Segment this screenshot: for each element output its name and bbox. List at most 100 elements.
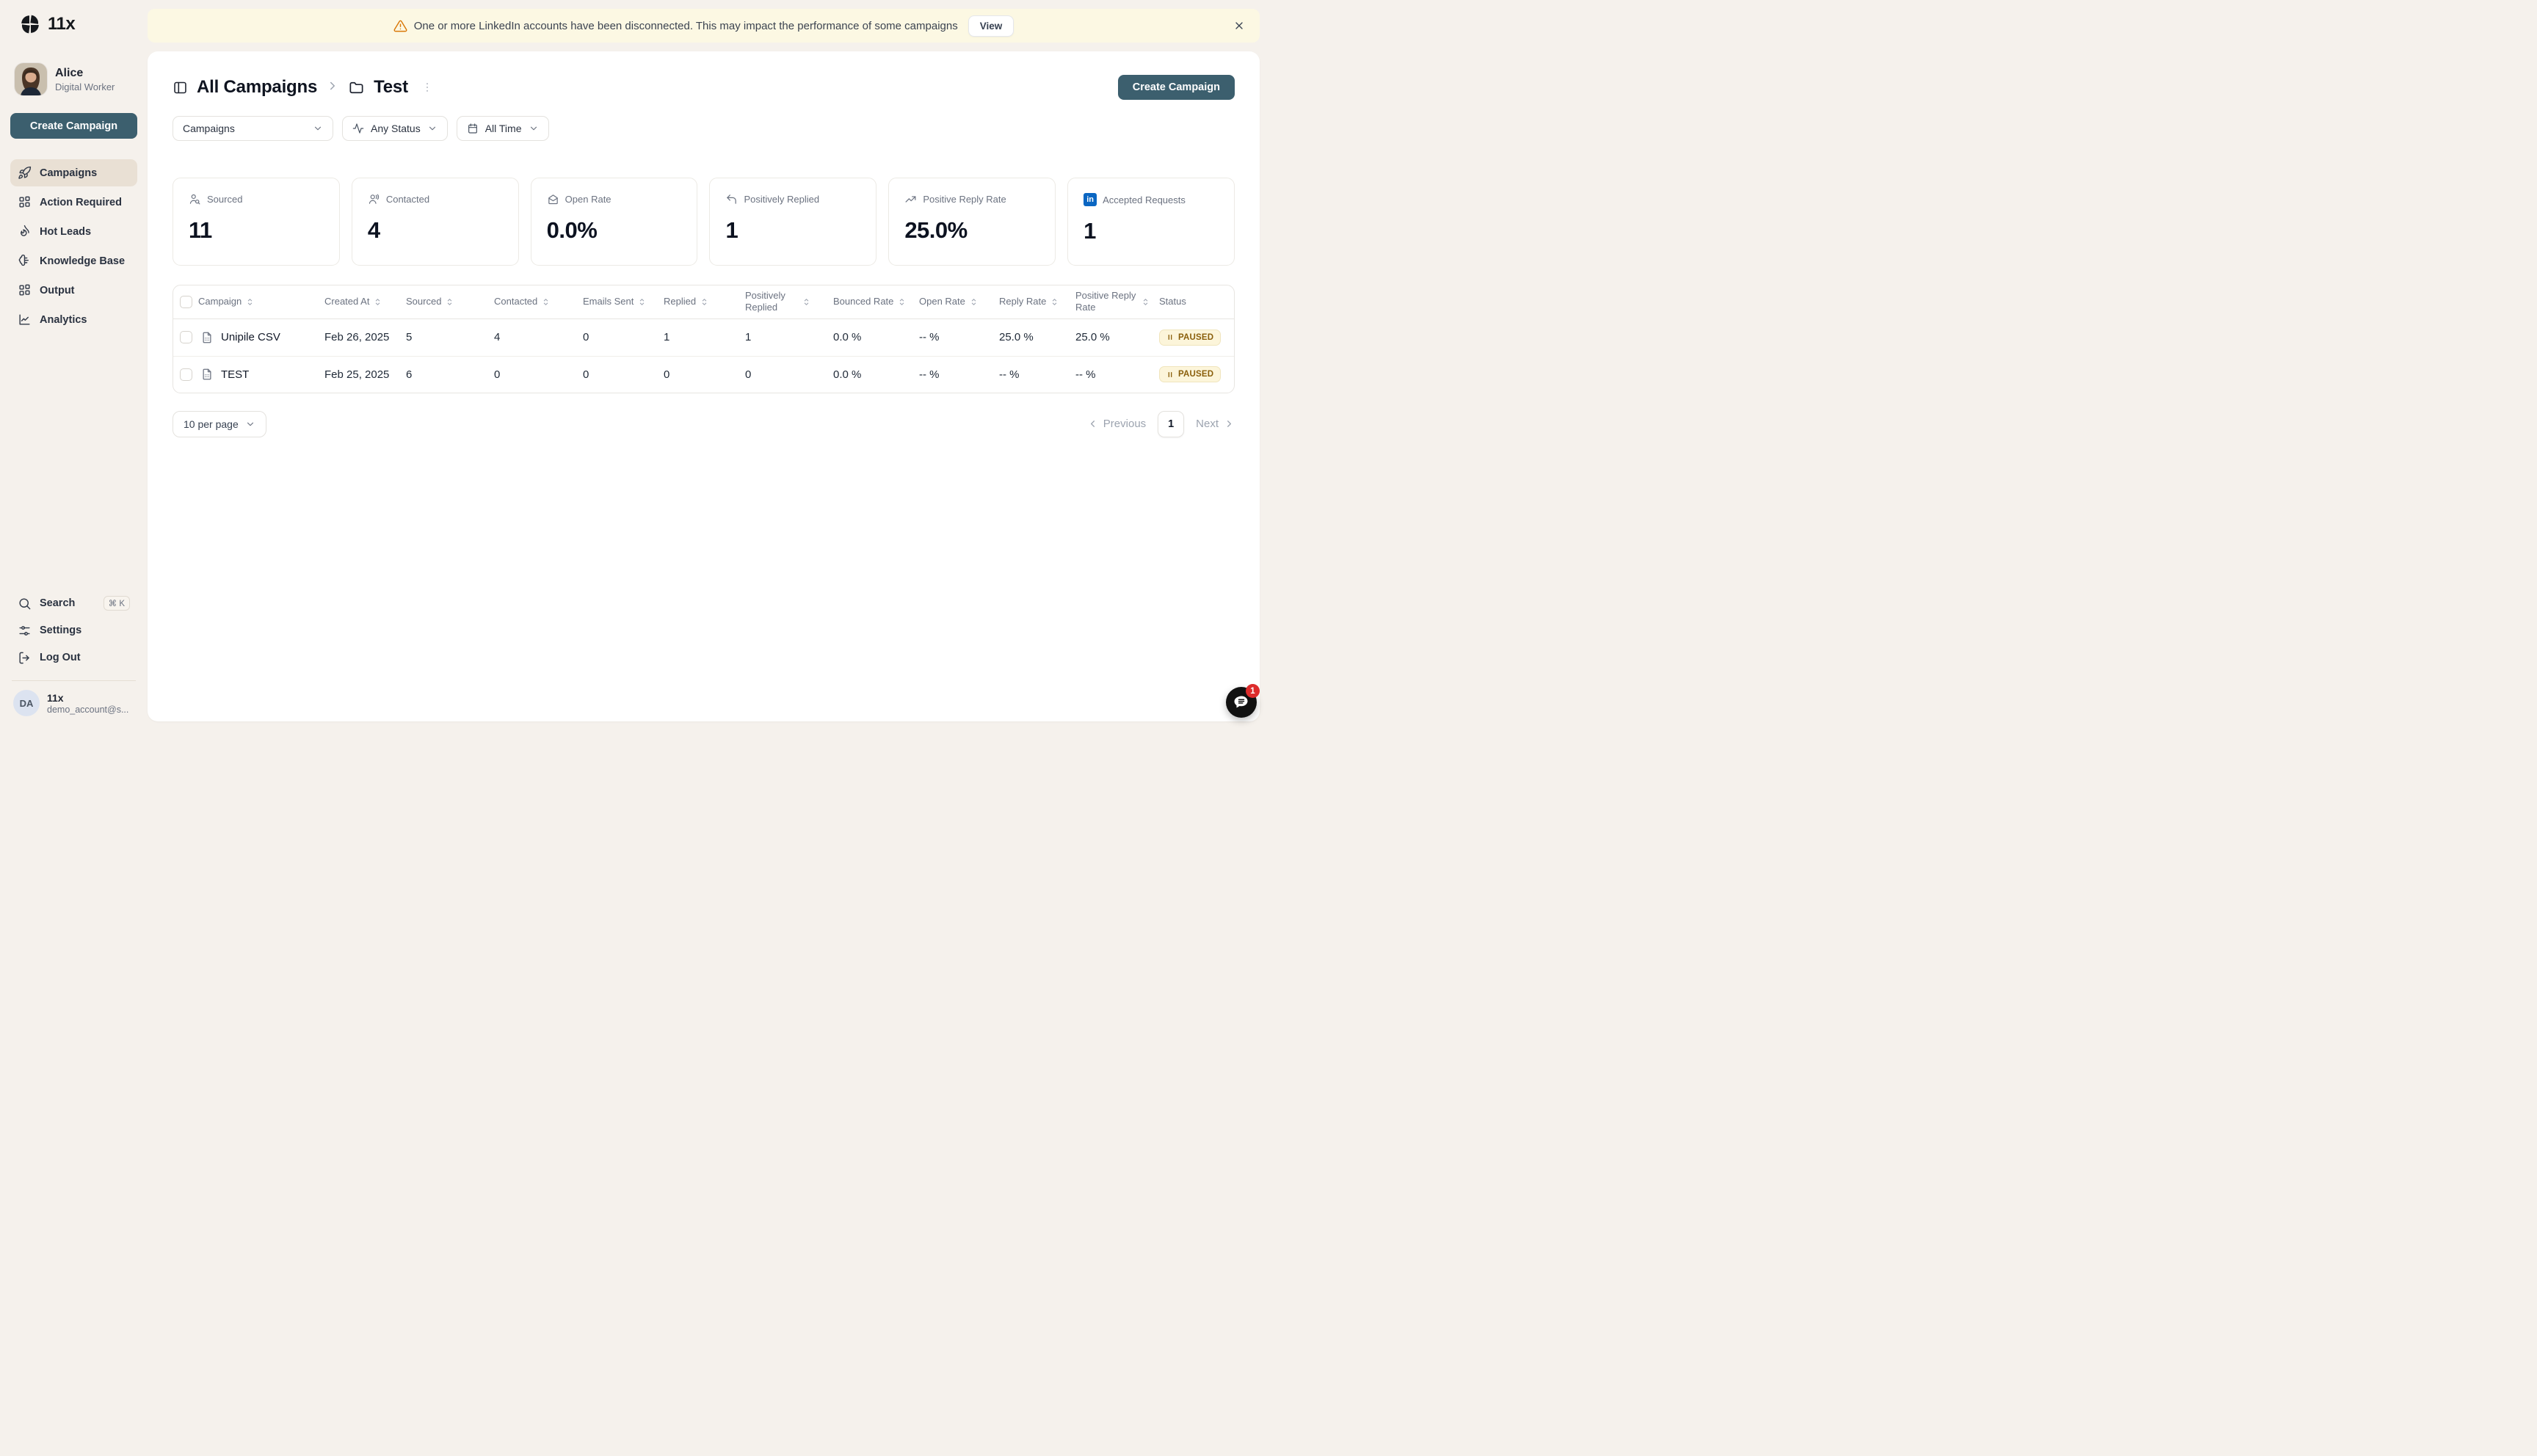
cell-positively-replied: 1 [745,331,752,343]
cell-open-rate: -- % [919,331,940,343]
banner-message-wrap: One or more LinkedIn accounts have been … [393,19,958,33]
cell-reply-rate: -- % [999,368,1020,381]
row-checkbox[interactable] [180,368,192,381]
status-filter-dropdown[interactable]: Any Status [342,116,448,141]
cell-contacted: 4 [494,331,501,343]
stat-value: 1 [1084,218,1096,244]
cell-created-at: Feb 25, 2025 [324,368,390,381]
collection-filter-dropdown[interactable]: Campaigns [173,116,333,141]
breadcrumb-current-folder[interactable]: Test [374,77,408,97]
breadcrumb: All Campaigns Test [173,77,436,98]
sidebar-item-analytics[interactable]: Analytics [10,306,137,333]
table-row[interactable]: Unipile CSV Feb 26, 2025 5 4 0 1 1 0.0 %… [173,319,1234,356]
stat-label: Positively Replied [744,194,820,205]
chevron-right-icon [326,79,339,96]
time-filter-dropdown[interactable]: All Time [456,116,549,141]
sidebar-item-settings[interactable]: Settings [10,618,137,643]
sidebar-item-label: Log Out [40,652,81,663]
brain-icon [18,254,29,266]
account-switcher[interactable]: DA 11x demo_account@s... [10,690,137,718]
cell-emails-sent: 0 [583,368,589,381]
sort-icon [248,298,253,305]
chat-bubble-icon [1234,696,1248,708]
warning-triangle-icon [393,20,407,32]
column-header-emails-sent[interactable]: Emails Sent [583,291,664,312]
sidebar-item-campaigns[interactable]: Campaigns [10,159,137,186]
sidebar-footer-nav: Search ⌘ K Settings Log Out [10,591,137,670]
column-header-replied[interactable]: Replied [664,291,745,312]
sidebar-item-hot-leads[interactable]: Hot Leads [10,218,137,245]
sort-icon [640,298,645,305]
cell-created-at: Feb 26, 2025 [324,331,390,343]
sidebar-item-logout[interactable]: Log Out [10,645,137,670]
sort-icon [1143,298,1148,305]
sidebar-item-knowledge-base[interactable]: Knowledge Base [10,247,137,274]
main-region: One or more LinkedIn accounts have been … [148,0,1268,728]
sort-icon [1053,298,1057,305]
column-header-created-at[interactable]: Created At [324,291,406,312]
folder-icon [349,81,363,93]
11x-logo-icon [21,15,39,34]
row-checkbox[interactable] [180,331,192,343]
previous-page-button[interactable]: Previous [1087,418,1146,430]
sidebar-item-search[interactable]: Search ⌘ K [10,591,137,616]
next-page-button[interactable]: Next [1196,418,1235,430]
column-header-sourced[interactable]: Sourced [406,291,494,312]
column-header-contacted[interactable]: Contacted [494,291,583,312]
activity-icon [352,123,364,134]
avatar [15,63,47,95]
table-row[interactable]: TEST Feb 25, 2025 6 0 0 0 0 0.0 % -- % -… [173,355,1234,393]
stats-row: Sourced 11 Contacted 4 [173,178,1235,266]
column-header-positive-reply-rate[interactable]: Positive Reply Rate [1075,285,1159,318]
stat-value: 4 [367,217,380,243]
column-header-bounced-rate[interactable]: Bounced Rate [833,291,919,312]
digital-worker-card[interactable]: Alice Digital Worker [10,63,137,95]
app-window: 11x Alice Digital Worker Create Campaign [0,0,1268,728]
users-icon [369,194,380,204]
column-header-positively-replied[interactable]: Positively Replied [745,285,833,318]
page-header: All Campaigns Test Create Campaign [173,75,1235,100]
sort-icon [900,298,904,305]
sidebar-item-output[interactable]: Output [10,277,137,304]
pause-icon [1168,371,1172,377]
column-header-open-rate[interactable]: Open Rate [919,291,999,312]
campaigns-table: Campaign Created At Sourced Contacted [173,285,1235,393]
sidebar-item-action-required[interactable]: Action Required [10,189,137,216]
pause-icon [1168,335,1172,340]
keyboard-shortcut-badge: ⌘ K [103,596,130,611]
banner-view-button[interactable]: View [968,15,1015,37]
cell-emails-sent: 0 [583,331,589,343]
stat-value: 0.0% [546,217,598,243]
select-all-checkbox[interactable] [180,295,192,308]
banner-close-button[interactable] [1230,17,1248,34]
per-page-dropdown[interactable]: 10 per page [173,410,266,437]
status-badge: PAUSED [1159,329,1222,346]
divider [12,680,136,681]
cell-sourced: 5 [406,331,413,343]
folder-options-kebab-icon[interactable] [418,79,436,96]
campaign-name: Unipile CSV [221,331,280,343]
sidebar-nav: Campaigns Action Required Hot Leads [10,159,137,333]
sort-icon [702,298,707,305]
account-avatar: DA [13,690,40,716]
campaign-cell[interactable]: TEST [198,368,324,381]
stat-label: Positive Reply Rate [923,194,1006,205]
file-icon [203,332,211,343]
search-icon [19,597,31,609]
page-number-button[interactable]: 1 [1158,410,1185,437]
chat-widget-button[interactable]: 1 [1226,684,1260,718]
campaign-cell[interactable]: Unipile CSV [198,331,324,344]
create-campaign-button-sidebar[interactable]: Create Campaign [10,113,137,139]
grid-icon [19,284,30,296]
cell-replied: 1 [664,331,670,343]
column-header-reply-rate[interactable]: Reply Rate [999,291,1075,312]
stat-value: 25.0% [904,217,968,243]
settings-sliders-icon [19,625,30,636]
column-header-campaign[interactable]: Campaign [198,291,324,312]
create-campaign-button[interactable]: Create Campaign [1117,75,1235,100]
chevron-down-icon [530,126,537,131]
banner-message: One or more LinkedIn accounts have been … [413,19,958,32]
breadcrumb-all-campaigns[interactable]: All Campaigns [197,77,318,97]
chevron-left-icon [1090,421,1095,427]
panel-left-icon[interactable] [173,80,188,95]
